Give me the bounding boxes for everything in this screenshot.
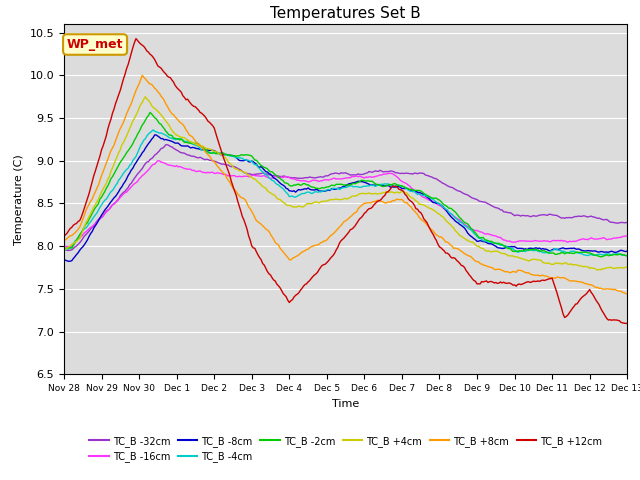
Legend: TC_B -32cm, TC_B -16cm, TC_B -8cm, TC_B -4cm, TC_B -2cm, TC_B +4cm, TC_B +8cm, T: TC_B -32cm, TC_B -16cm, TC_B -8cm, TC_B … — [86, 432, 605, 466]
TC_B -2cm — [166, 132, 174, 138]
TC_B -2cm — [556, 251, 564, 256]
TC_B -2cm — [596, 254, 604, 260]
TC_B -8cm — [415, 190, 423, 195]
TC_B -2cm — [413, 188, 421, 193]
TC_B -16cm — [403, 181, 410, 187]
TC_B -8cm — [65, 258, 72, 264]
TC_B +12cm — [166, 75, 174, 81]
TC_B -32cm — [384, 169, 392, 175]
TC_B +12cm — [76, 218, 83, 224]
Title: Temperatures Set B: Temperatures Set B — [270, 6, 421, 22]
TC_B +4cm — [401, 190, 409, 196]
TC_B -32cm — [65, 248, 72, 253]
TC_B -8cm — [168, 138, 176, 144]
Line: TC_B +8cm: TC_B +8cm — [64, 75, 627, 294]
TC_B +8cm — [413, 212, 421, 217]
TC_B +4cm — [383, 189, 390, 194]
TC_B +4cm — [623, 264, 631, 270]
TC_B -8cm — [557, 245, 565, 251]
TC_B -8cm — [77, 246, 85, 252]
TC_B -4cm — [76, 232, 83, 238]
TC_B +12cm — [132, 36, 140, 42]
TC_B -2cm — [623, 253, 631, 259]
Text: WP_met: WP_met — [67, 38, 124, 51]
TC_B -16cm — [156, 158, 163, 164]
Line: TC_B -16cm: TC_B -16cm — [64, 161, 627, 247]
TC_B -8cm — [403, 185, 410, 191]
TC_B +4cm — [413, 199, 421, 204]
TC_B +8cm — [401, 200, 409, 206]
TC_B +8cm — [623, 291, 631, 297]
TC_B -8cm — [60, 257, 68, 263]
TC_B +12cm — [413, 206, 421, 212]
TC_B -4cm — [556, 248, 564, 253]
TC_B +8cm — [60, 238, 68, 244]
TC_B -32cm — [557, 215, 565, 221]
TC_B +12cm — [556, 300, 564, 306]
Y-axis label: Temperature (C): Temperature (C) — [14, 154, 24, 245]
TC_B +12cm — [401, 192, 409, 197]
TC_B -16cm — [60, 244, 68, 250]
TC_B -2cm — [60, 246, 68, 252]
TC_B -32cm — [77, 238, 85, 244]
TC_B +4cm — [60, 248, 68, 253]
TC_B -4cm — [413, 192, 421, 197]
TC_B -32cm — [623, 219, 631, 225]
TC_B -2cm — [76, 232, 83, 238]
TC_B -32cm — [415, 170, 423, 176]
Line: TC_B +12cm: TC_B +12cm — [64, 39, 627, 324]
TC_B -8cm — [384, 183, 392, 189]
TC_B -4cm — [383, 181, 390, 187]
TC_B -4cm — [166, 135, 174, 141]
TC_B -16cm — [77, 234, 85, 240]
TC_B -16cm — [557, 238, 565, 243]
TC_B +8cm — [76, 224, 83, 230]
Line: TC_B -4cm: TC_B -4cm — [64, 130, 627, 256]
TC_B -16cm — [623, 233, 631, 239]
TC_B -4cm — [401, 185, 409, 191]
Line: TC_B -2cm: TC_B -2cm — [64, 112, 627, 257]
TC_B +12cm — [383, 190, 390, 195]
TC_B +4cm — [141, 94, 149, 99]
TC_B -16cm — [384, 171, 392, 177]
TC_B +4cm — [594, 267, 602, 273]
TC_B -16cm — [67, 244, 74, 250]
TC_B -2cm — [146, 109, 154, 115]
TC_B -16cm — [415, 191, 423, 197]
TC_B -8cm — [623, 248, 631, 254]
TC_B +8cm — [138, 72, 146, 78]
Line: TC_B -32cm: TC_B -32cm — [64, 144, 627, 251]
X-axis label: Time: Time — [332, 399, 359, 408]
TC_B -16cm — [168, 163, 176, 168]
TC_B +4cm — [166, 125, 174, 131]
TC_B -32cm — [60, 247, 68, 253]
TC_B +12cm — [622, 321, 630, 326]
TC_B +8cm — [383, 200, 390, 206]
TC_B -32cm — [163, 142, 171, 147]
TC_B +8cm — [556, 275, 564, 281]
TC_B -2cm — [383, 183, 390, 189]
TC_B +8cm — [166, 108, 174, 114]
TC_B -8cm — [151, 132, 159, 138]
TC_B +4cm — [76, 236, 83, 241]
TC_B +12cm — [60, 233, 68, 239]
Line: TC_B +4cm: TC_B +4cm — [64, 96, 627, 270]
TC_B -32cm — [403, 170, 410, 176]
TC_B -4cm — [60, 248, 68, 253]
TC_B -2cm — [401, 184, 409, 190]
TC_B -4cm — [149, 127, 157, 133]
Line: TC_B -8cm: TC_B -8cm — [64, 135, 627, 261]
TC_B +4cm — [556, 260, 564, 266]
TC_B -32cm — [168, 144, 176, 150]
TC_B -4cm — [623, 253, 631, 259]
TC_B +12cm — [623, 320, 631, 326]
